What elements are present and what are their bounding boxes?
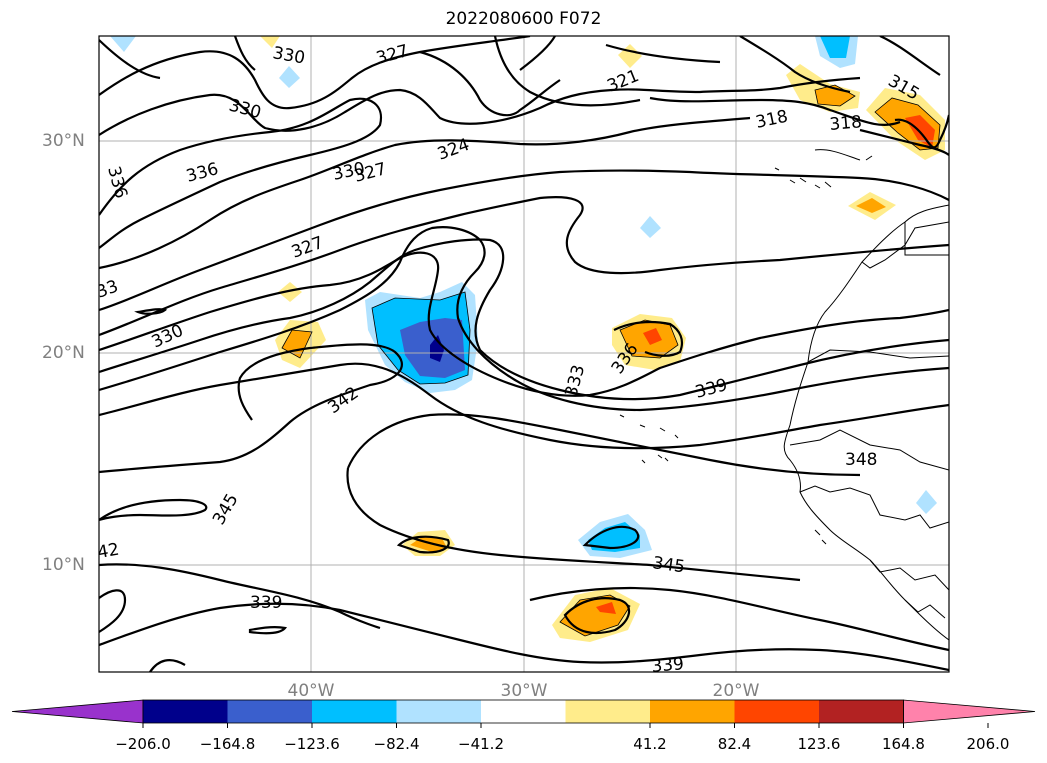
colorbar-outline (142, 699, 904, 724)
anomaly-outlines (281, 84, 941, 637)
lat-label-30n: 30°N (42, 131, 85, 151)
anomaly-fill-negative (820, 36, 850, 58)
colorbar-tick-label: 82.4 (717, 735, 752, 753)
map-title: 2022080600 F072 (445, 9, 602, 29)
lat-label-10n: 10°N (42, 555, 85, 575)
anomaly-fill-negative (279, 66, 300, 88)
contour-label: 339 (651, 654, 685, 677)
lat-label-20n: 20°N (42, 343, 85, 363)
anomaly-fill-positive (815, 85, 855, 106)
colorbar-segment (227, 700, 313, 723)
colorbar-tick-label: −123.6 (284, 735, 340, 753)
anomaly-fill-negative (430, 335, 444, 362)
colorbar-segment (312, 700, 397, 723)
contour-label: 33 (94, 277, 121, 303)
contour-lines (99, 36, 949, 672)
colorbar-tick-label: −82.4 (373, 735, 420, 753)
colorbar-tick-label: −206.0 (115, 735, 171, 753)
contour-label: 342 (85, 540, 120, 565)
anomaly-fill-negative (640, 216, 661, 238)
colorbar-tick-label: 164.8 (882, 735, 925, 753)
colorbar-tick-label: 206.0 (966, 735, 1010, 753)
anomaly-fill-negative (588, 522, 640, 552)
contour-label: 345 (651, 553, 686, 577)
colorbar-ticks (142, 723, 989, 728)
lon-label-40w: 40°W (287, 681, 335, 701)
lon-label-30w: 30°W (500, 681, 548, 701)
colorbar-tick-label: 41.2 (633, 735, 667, 753)
map-frame (98, 35, 950, 673)
colorbar-tick-label: −164.8 (199, 735, 256, 753)
anomaly-fill-negative (110, 36, 136, 52)
colorbar-segment (734, 700, 820, 723)
colorbar-extend-high (903, 699, 1036, 724)
gridlines (99, 36, 949, 672)
map-plot-area: 330 327 330 321 315 318 318 336 336 330 … (85, 36, 949, 677)
anomaly-fill-negative (916, 490, 937, 514)
anomaly-fill-positive (260, 36, 280, 48)
anomaly-fill-positive (278, 282, 302, 302)
colorbar-segment (143, 700, 228, 723)
colorbar-segment (481, 700, 566, 723)
anomaly-fill-positive (856, 198, 886, 213)
anomaly-fill-positive (643, 328, 662, 345)
contour-label: 339 (250, 593, 282, 613)
colorbar-segment (650, 700, 735, 723)
colorbar-tick-label: 123.6 (797, 735, 841, 753)
colorbar-segment (565, 700, 651, 723)
colorbar-segments (11, 699, 1036, 724)
colorbar-extend-low (11, 699, 144, 724)
contour-label: 318 (829, 112, 863, 135)
colorbar-segment (396, 700, 482, 723)
contour-label: 348 (845, 450, 877, 470)
lon-label-20w: 20°W (712, 681, 760, 701)
coastlines (619, 149, 949, 641)
colorbar-tick-label: −41.2 (458, 735, 504, 753)
anomaly-fill-positive (596, 602, 616, 614)
colorbar-segment (819, 700, 904, 723)
